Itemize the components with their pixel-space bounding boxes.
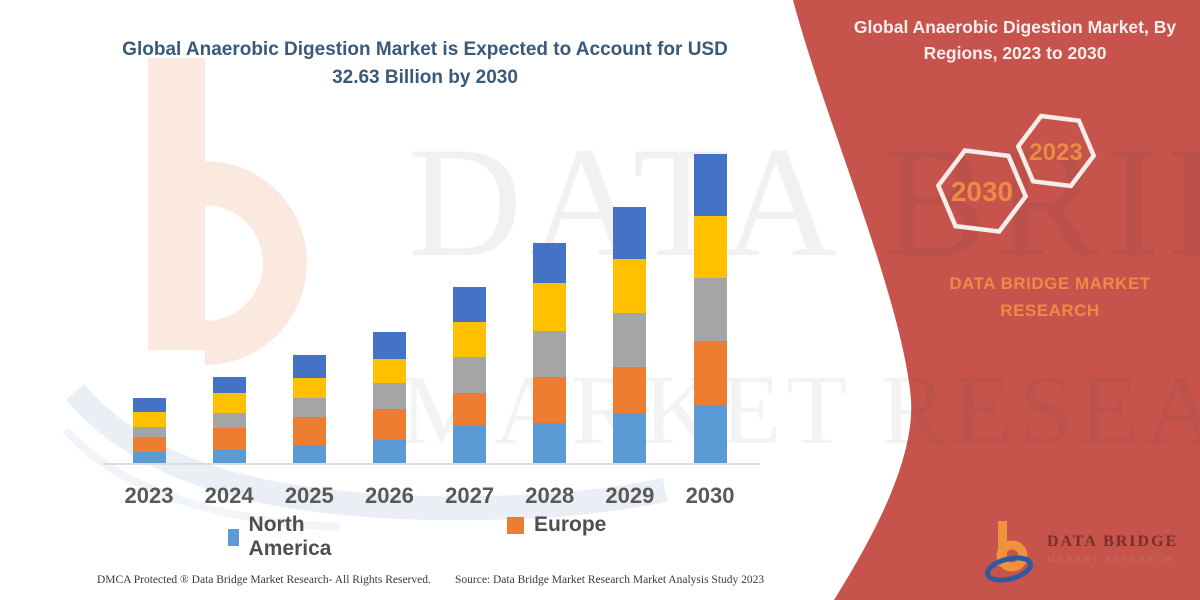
x-axis-line: [103, 463, 760, 465]
bar-segment: [292, 378, 326, 398]
bar-segment: [693, 278, 727, 341]
bar-segment: [533, 377, 567, 423]
x-axis-label: 2026: [364, 483, 414, 508]
x-axis-label: 2025: [284, 483, 334, 508]
bar-segment: [613, 207, 647, 259]
legend-swatch-europe: [507, 516, 524, 534]
source-note: Source: Data Bridge Market Research Mark…: [455, 574, 765, 586]
stacked-bar-2024: [212, 377, 246, 464]
bar-segment: [693, 405, 727, 464]
bar-segment: [453, 393, 487, 425]
x-axis-label: 2028: [525, 483, 575, 508]
bar-segment: [132, 398, 166, 412]
bar-segment: [693, 341, 727, 405]
bar-segment: [613, 259, 647, 313]
logo-name: DATA BRIDGE: [1047, 533, 1179, 550]
data-bridge-logo: DATA BRIDGE MARKET RESEARCH: [983, 519, 1178, 583]
bar-segment: [292, 355, 326, 378]
legend-label-north-america: North America: [248, 513, 332, 560]
stacked-bar-2025: [292, 355, 326, 464]
bar-segment: [292, 417, 326, 445]
bar-segment: [372, 359, 406, 383]
legend-item-north-america: North America: [228, 513, 338, 561]
bar-segment: [533, 331, 567, 377]
dmca-note: DMCA Protected ® Data Bridge Market Rese…: [97, 574, 431, 586]
bar-segment: [372, 409, 406, 440]
bar-segment: [132, 437, 166, 452]
bar-segment: [693, 216, 727, 278]
bar-segment: [613, 367, 647, 413]
x-axis-label: 2027: [445, 483, 495, 508]
bar-segment: [212, 413, 246, 428]
bar-segment: [533, 423, 567, 464]
stacked-bar-2027: [453, 287, 487, 464]
bar-segment: [453, 287, 487, 322]
bar-segment: [372, 332, 406, 359]
bar-segment: [372, 440, 406, 464]
banner-title: Global Anaerobic Digestion Market, By Re…: [853, 17, 1177, 64]
x-axis-label: 2024: [204, 483, 254, 508]
stacked-bar-2030: [693, 154, 727, 464]
bar-segment: [132, 452, 166, 464]
legend-swatch-north-america: [228, 528, 239, 546]
chart-title: Global Anaerobic Digestion Market is Exp…: [122, 39, 728, 88]
bar-segment: [453, 357, 487, 393]
stacked-bar-2028: [533, 243, 567, 464]
x-axis-label: 2030: [685, 483, 735, 508]
bar-segment: [533, 243, 567, 283]
legend-item-europe: Europe: [507, 513, 606, 537]
bar-segment: [212, 377, 246, 393]
bar-segment: [533, 283, 567, 331]
bar-segment: [292, 398, 326, 417]
bar-segment: [453, 425, 487, 464]
x-axis-label: 2023: [124, 483, 174, 508]
logo-text-block: DATA BRIDGE MARKET RESEARCH: [1047, 519, 1178, 564]
bar-segment: [613, 413, 647, 464]
bar-segment: [132, 412, 166, 427]
bar-segment: [292, 445, 326, 464]
brand-text: DATA BRIDGE MARKET RESEARCH: [949, 274, 1151, 321]
logo-tagline: MARKET RESEARCH: [1047, 554, 1175, 564]
bar-segment: [212, 450, 246, 464]
bar-segment: [132, 427, 166, 437]
stacked-bar-2029: [613, 207, 647, 464]
x-axis-label: 2029: [605, 483, 655, 508]
bar-segment: [212, 393, 246, 413]
bar-segment: [212, 428, 246, 450]
bar-segment: [372, 383, 406, 409]
data-bridge-logo-icon: [985, 521, 1033, 583]
stacked-bar-2026: [372, 332, 406, 464]
bar-segment: [693, 154, 727, 216]
bar-segment: [613, 313, 647, 367]
bar-segment: [453, 322, 487, 357]
legend-label-europe: Europe: [534, 513, 607, 536]
stacked-bar-2023: [132, 398, 166, 464]
